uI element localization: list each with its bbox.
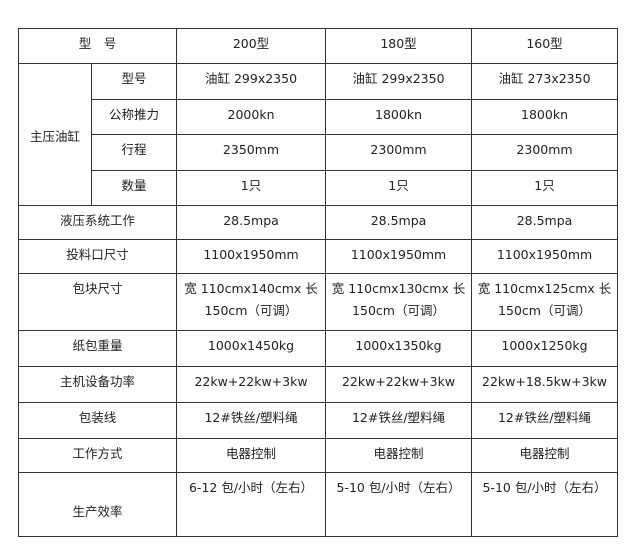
- group-label: 主压油缸: [18, 63, 92, 206]
- table-row: 包装线 12#铁丝/塑料绳 12#铁丝/塑料绳 12#铁丝/塑料绳: [17, 402, 619, 439]
- table-row: 主机设备功率 22kw+22kw+3kw 22kw+22kw+3kw 22kw+18.…: [17, 366, 619, 403]
- row-value: 宽 110cmx140cmx 长 150cm（可调）: [176, 273, 327, 331]
- row-label: 型号: [90, 63, 178, 100]
- row-value: 28.5mpa: [176, 205, 327, 240]
- header-model: 160型: [471, 28, 619, 64]
- row-value: 1只: [325, 170, 473, 206]
- row-value: 1000x1450kg: [176, 330, 327, 367]
- row-value: 2000kn: [176, 99, 327, 135]
- row-label: 数量: [90, 170, 178, 206]
- row-label: 纸包重量: [17, 330, 178, 367]
- row-value: 油缸 299x2350: [325, 63, 473, 100]
- row-label: 液压系统工作: [17, 205, 178, 240]
- row-value: 1800kn: [325, 99, 473, 135]
- row-label: 生产效率: [17, 472, 178, 537]
- row-value: 28.5mpa: [471, 205, 619, 240]
- row-value: 28.5mpa: [325, 205, 473, 240]
- row-label: 公称推力: [90, 99, 178, 135]
- row-value: 1000x1250kg: [471, 330, 619, 367]
- row-value: 1100x1950mm: [325, 239, 473, 274]
- row-value: 1只: [471, 170, 619, 206]
- row-label: 包装线: [17, 402, 178, 439]
- table-row: 投料口尺寸 1100x1950mm 1100x1950mm 1100x1950mm: [17, 239, 619, 274]
- table-row: 纸包重量 1000x1450kg 1000x1350kg 1000x1250kg: [17, 330, 619, 367]
- table-row: 液压系统工作 28.5mpa 28.5mpa 28.5mpa: [17, 205, 619, 240]
- row-label: 行程: [90, 134, 178, 171]
- row-label: 包块尺寸: [17, 273, 178, 331]
- header-row: 型 号 200型 180型 160型: [17, 28, 619, 64]
- row-value: 12#铁丝/塑料绳: [176, 402, 327, 439]
- table-row: 数量 1只 1只 1只: [19, 170, 619, 206]
- row-label: 投料口尺寸: [17, 239, 178, 274]
- row-value: 1000x1350kg: [325, 330, 473, 367]
- row-value: 12#铁丝/塑料绳: [325, 402, 473, 439]
- table-row: 行程 2350mm 2300mm 2300mm: [19, 134, 619, 171]
- row-value: 电器控制: [325, 438, 473, 473]
- table-row: 包块尺寸宽 110cmx140cmx 长 150cm（可调）宽 110cmx13…: [17, 273, 619, 331]
- row-value: 油缸 273x2350: [471, 63, 619, 100]
- row-value: 5-10 包/小时（左右）: [325, 472, 473, 537]
- header-label: 型 号: [17, 28, 178, 64]
- row-label: 主机设备功率: [17, 366, 178, 403]
- row-value: 宽 110cmx130cmx 长 150cm（可调）: [325, 273, 473, 331]
- row-value: 22kw+18.5kw+3kw: [471, 366, 619, 403]
- row-value: 电器控制: [176, 438, 327, 473]
- spec-table: 型 号 200型 180型 160型 主压油缸 型号 油缸 299x2350 油缸 299x2…: [17, 28, 619, 537]
- row-value: 6-12 包/小时（左右）: [176, 472, 327, 537]
- table-row: 工作方式 电器控制 电器控制 电器控制: [17, 438, 619, 473]
- table-row: 主压油缸 型号 油缸 299x2350 油缸 299x2350 油缸 273x2350: [18, 63, 619, 206]
- row-value: 2300mm: [471, 134, 619, 171]
- row-value: 宽 110cmx125cmx 长 150cm（可调）: [471, 273, 619, 331]
- row-value: 22kw+22kw+3kw: [325, 366, 473, 403]
- row-value: 1100x1950mm: [471, 239, 619, 274]
- row-value: 油缸 299x2350: [176, 63, 327, 100]
- table-row: 公称推力 2000kn 1800kn 1800kn: [19, 99, 619, 135]
- row-value: 12#铁丝/塑料绳: [471, 402, 619, 439]
- row-value: 1800kn: [471, 99, 619, 135]
- row-value: 2350mm: [176, 134, 327, 171]
- row-value: 1100x1950mm: [176, 239, 327, 274]
- header-model: 200型: [176, 28, 327, 64]
- header-model: 180型: [325, 28, 473, 64]
- row-value: 1只: [176, 170, 327, 206]
- row-value: 5-10 包/小时（左右）: [471, 472, 619, 537]
- row-value: 22kw+22kw+3kw: [176, 366, 327, 403]
- row-label: 工作方式: [17, 438, 178, 473]
- table-row: 生产效率 6-12 包/小时（左右） 5-10 包/小时（左右） 5-10 包/小时（…: [17, 472, 619, 537]
- row-value: 2300mm: [325, 134, 473, 171]
- row-value: 电器控制: [471, 438, 619, 473]
